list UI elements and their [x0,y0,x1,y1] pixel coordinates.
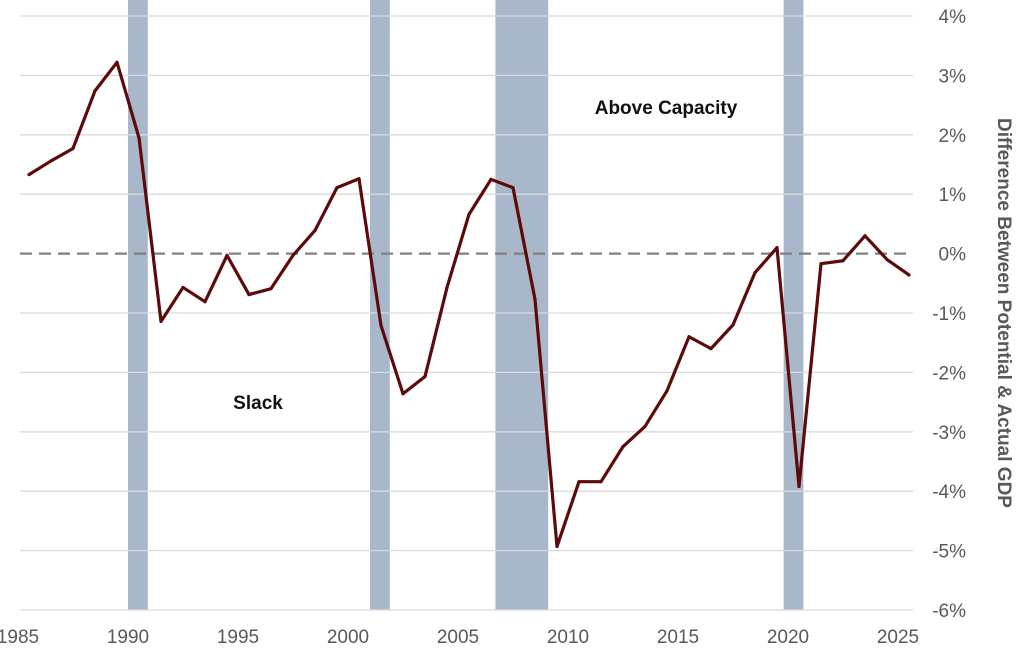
data-point [335,186,339,190]
data-point [159,319,163,323]
data-point [687,335,691,339]
x-tick-label: 2000 [327,627,369,648]
data-point [841,259,845,263]
data-point [291,253,295,257]
y-tick-label: -6% [932,601,966,622]
y-tick-label: -2% [932,363,966,384]
y-axis-label: Difference Between Potential & Actual GD… [993,118,1014,508]
recession-band [495,0,549,610]
data-point [357,177,361,181]
x-tick-label: 2010 [547,627,589,648]
data-point [49,159,53,163]
data-point [27,172,31,177]
data-point [797,484,801,489]
y-tick-label: -3% [932,423,966,444]
annotation-slack: Slack [233,393,283,414]
data-point [467,212,471,216]
annotation-above-capacity: Above Capacity [595,98,738,119]
x-tick-label: 1995 [217,627,259,648]
data-point [599,480,603,484]
x-tick-label: 2015 [657,627,699,648]
y-tick-label: 4% [939,7,967,28]
x-tick-label: 2025 [877,627,919,648]
data-point [137,136,141,140]
recession-band [783,0,804,610]
y-tick-label: 1% [939,185,967,206]
data-point [753,271,757,275]
data-point [511,186,515,190]
data-point [533,297,537,301]
data-point [665,389,669,393]
data-point [731,323,735,327]
recession-band [128,0,148,610]
data-point [621,445,625,449]
recession-band [370,0,390,610]
x-tick-label: 2020 [767,627,809,648]
data-point [93,89,97,93]
data-point [445,285,449,290]
data-point [577,480,581,484]
x-tick-label: 1985 [0,627,39,648]
data-point [863,234,867,238]
data-point [401,392,405,396]
data-point [379,323,383,328]
data-point [489,177,493,181]
data-point [313,228,317,233]
data-point [181,285,185,290]
data-point [555,544,559,549]
x-tick-label: 2005 [437,627,479,648]
data-point [775,246,779,250]
data-point [115,60,119,64]
x-tick-label: 1990 [107,627,149,648]
y-tick-label: 3% [939,66,967,87]
data-point [643,424,647,429]
data-point [423,374,427,379]
data-point [885,257,889,262]
y-tick-label: 0% [939,245,967,266]
data-point [907,273,911,277]
data-point [819,262,823,266]
y-tick-label: -4% [932,482,966,503]
data-point [71,146,75,151]
data-point [225,253,229,257]
y-tick-label: 2% [939,126,967,147]
data-point [709,347,713,351]
data-point [203,300,207,304]
data-point [247,292,251,297]
y-tick-label: -5% [932,542,966,563]
data-point [269,287,273,291]
y-tick-label: -1% [932,304,966,325]
